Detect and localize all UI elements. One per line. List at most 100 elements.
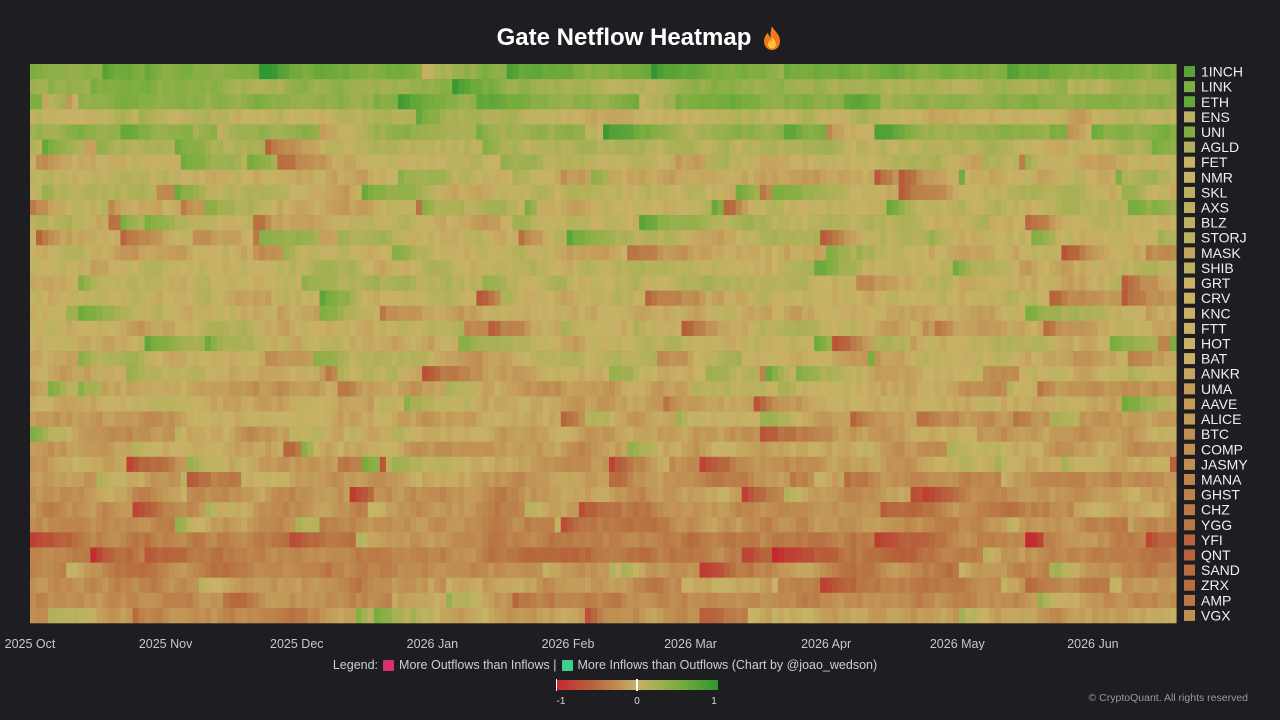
heatmap-cell-uma-46 bbox=[307, 381, 315, 397]
heatmap-cell-ens-137 bbox=[856, 109, 863, 125]
heatmap-cell-comp-177 bbox=[1097, 441, 1105, 458]
heatmap-cell-comp-158 bbox=[982, 441, 990, 458]
heatmap-cell-knc-50 bbox=[331, 305, 339, 322]
heatmap-cell-storj-130 bbox=[814, 230, 821, 246]
heatmap-cell-uma-27 bbox=[192, 381, 200, 397]
heatmap-cell-axs-15 bbox=[120, 199, 128, 216]
heatmap-cell-eth-52 bbox=[343, 94, 351, 110]
heatmap-cell-btc-2 bbox=[42, 426, 49, 442]
heatmap-cell-alice-57 bbox=[373, 411, 381, 427]
heatmap-cell-hot-92 bbox=[584, 335, 592, 352]
heatmap-cell-blz-92 bbox=[584, 215, 592, 231]
heatmap-cell-alice-21 bbox=[156, 411, 164, 427]
heatmap-cell-ens-66 bbox=[428, 109, 435, 125]
heatmap-cell-bat-177 bbox=[1097, 351, 1105, 367]
heatmap-cell-mask-67 bbox=[434, 245, 441, 261]
heatmap-cell-bat-61 bbox=[397, 351, 405, 367]
heatmap-cell-aave-140 bbox=[874, 396, 882, 412]
heatmap-cell-grt-126 bbox=[789, 275, 797, 291]
heatmap-cell-ftt-166 bbox=[1031, 320, 1038, 337]
heatmap-cell-mask-85 bbox=[542, 245, 550, 261]
heatmap-cell-uni-188 bbox=[1163, 124, 1171, 140]
heatmap-cell-bat-6 bbox=[66, 351, 73, 367]
heatmap-cell-mask-2 bbox=[42, 245, 49, 261]
heatmap-cell-storj-81 bbox=[518, 230, 526, 246]
heatmap-cell-agld-31 bbox=[216, 139, 224, 155]
heatmap-cell-mask-105 bbox=[663, 245, 670, 261]
heatmap-cell-skl-37 bbox=[253, 184, 260, 201]
heatmap-cell-mask-129 bbox=[808, 245, 815, 261]
heatmap-cell-hot-171 bbox=[1061, 335, 1069, 352]
heatmap-cell-alice-9 bbox=[84, 411, 91, 427]
heatmap-cell-aave-119 bbox=[747, 396, 755, 412]
heatmap-cell-knc-17 bbox=[132, 305, 140, 322]
heatmap-cell-shib-167 bbox=[1037, 260, 1044, 276]
heatmap-cell-comp-44 bbox=[295, 441, 303, 458]
heatmap-cell-nmr-132 bbox=[826, 169, 833, 186]
heatmap-cell-jasmy-50 bbox=[331, 456, 339, 473]
heatmap-cell-skl-36 bbox=[247, 184, 254, 201]
heatmap-cell-comp-88 bbox=[560, 441, 568, 458]
heatmap-cell-axs-43 bbox=[289, 199, 296, 216]
heatmap-cell-uma-23 bbox=[168, 381, 176, 397]
heatmap-cell-bat-158 bbox=[982, 351, 990, 367]
heatmap-cell-1inch-53 bbox=[349, 64, 357, 80]
heatmap-cell-ens-53 bbox=[349, 109, 357, 125]
heatmap-cell-grt-12 bbox=[102, 275, 110, 291]
heatmap-cell-link-84 bbox=[536, 79, 544, 95]
heatmap-cell-bat-91 bbox=[578, 351, 586, 367]
heatmap-cell-uma-84 bbox=[536, 381, 544, 397]
heatmap-cell-storj-73 bbox=[470, 230, 477, 246]
heatmap-cell-agld-118 bbox=[741, 139, 749, 155]
heatmap-cell-aave-180 bbox=[1115, 396, 1123, 412]
heatmap-cell-crv-44 bbox=[295, 290, 303, 307]
heatmap-cell-grt-38 bbox=[259, 275, 266, 291]
heatmap-cell-ankr-76 bbox=[488, 366, 496, 382]
heatmap-cell-fet-29 bbox=[204, 154, 212, 171]
heatmap-cell-storj-59 bbox=[385, 230, 393, 246]
heatmap-cell-aave-115 bbox=[723, 396, 731, 412]
heatmap-cell-ftt-127 bbox=[796, 320, 803, 337]
heatmap-cell-hot-75 bbox=[482, 335, 489, 352]
heatmap-cell-uni-71 bbox=[458, 124, 465, 140]
heatmap-cell-crv-65 bbox=[422, 290, 429, 307]
heatmap-cell-uma-45 bbox=[301, 381, 309, 397]
heatmap-cell-mask-11 bbox=[96, 245, 103, 261]
heatmap-cell-ankr-177 bbox=[1097, 366, 1105, 382]
heatmap-cell-mask-180 bbox=[1115, 245, 1123, 261]
heatmap-cell-fet-36 bbox=[247, 154, 254, 171]
heatmap-cell-nmr-35 bbox=[241, 169, 248, 186]
heatmap-cell-uma-39 bbox=[265, 381, 272, 397]
heatmap-cell-crv-2 bbox=[42, 290, 49, 307]
heatmap-cell-ankr-4 bbox=[54, 366, 61, 382]
heatmap-cell-nmr-21 bbox=[156, 169, 164, 186]
heatmap-cell-agld-71 bbox=[458, 139, 465, 155]
heatmap-cell-comp-128 bbox=[802, 441, 809, 458]
heatmap-cell-comp-86 bbox=[548, 441, 556, 458]
heatmap-cell-alice-13 bbox=[108, 411, 116, 427]
heatmap-cell-knc-81 bbox=[518, 305, 526, 322]
heatmap-cell-uma-136 bbox=[850, 381, 857, 397]
heatmap-cell-blz-182 bbox=[1127, 215, 1135, 231]
heatmap-cell-blz-49 bbox=[325, 215, 333, 231]
heatmap-cell-uma-133 bbox=[832, 381, 839, 397]
heatmap-cell-aave-69 bbox=[446, 396, 453, 412]
heatmap-cell-aave-61 bbox=[397, 396, 405, 412]
heatmap-cell-axs-82 bbox=[524, 199, 532, 216]
heatmap-cell-aave-8 bbox=[78, 396, 85, 412]
heatmap-cell-knc-26 bbox=[186, 305, 194, 322]
heatmap-cell-skl-9 bbox=[84, 184, 91, 201]
heatmap-cell-aave-47 bbox=[313, 396, 321, 412]
heatmap-cell-ens-168 bbox=[1043, 109, 1050, 125]
heatmap-cell-skl-28 bbox=[198, 184, 206, 201]
heatmap-cell-storj-64 bbox=[416, 230, 423, 246]
heatmap-cell-ftt-35 bbox=[241, 320, 248, 337]
heatmap-cell-bat-25 bbox=[180, 351, 188, 367]
heatmap-cell-grt-162 bbox=[1007, 275, 1014, 291]
heatmap-cell-crv-111 bbox=[699, 290, 707, 307]
heatmap-cell-eth-56 bbox=[367, 94, 375, 110]
heatmap-cell-aave-171 bbox=[1061, 396, 1069, 412]
heatmap-cell-ftt-135 bbox=[844, 320, 851, 337]
heatmap-cell-ens-60 bbox=[391, 109, 399, 125]
heatmap-cell-agld-42 bbox=[283, 139, 290, 155]
